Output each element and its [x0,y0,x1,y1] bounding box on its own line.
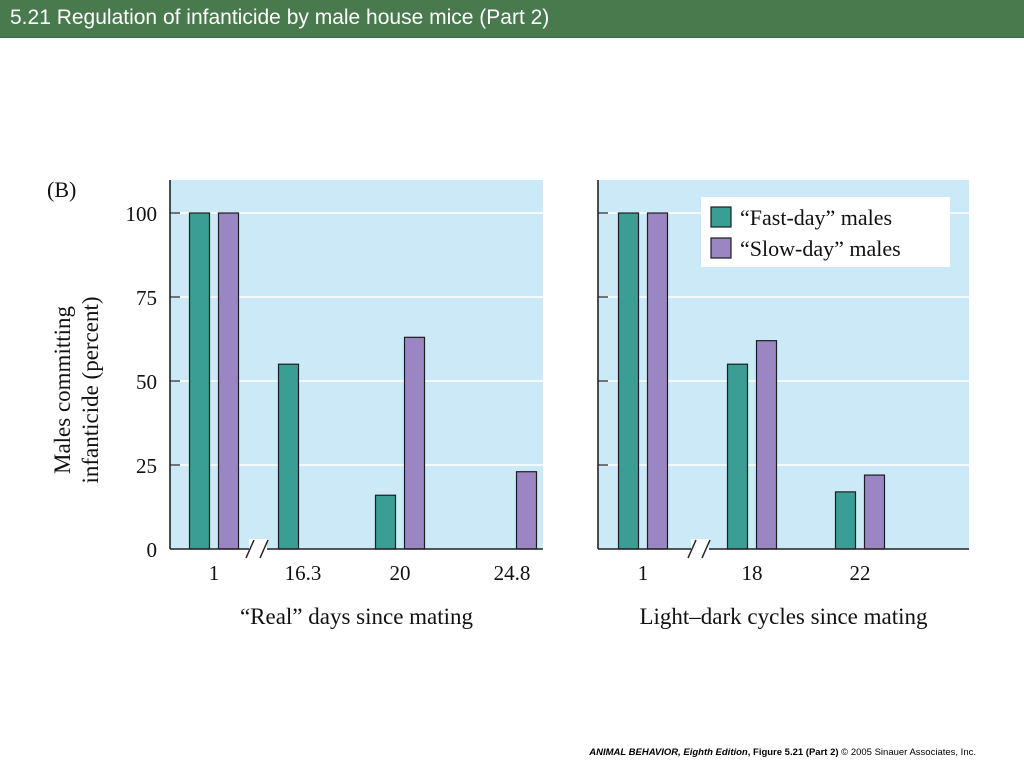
bar-fast-1-3 [374,494,397,550]
x-axis-label-2: Light–dark cycles since mating [639,604,928,629]
x-tick-label: 24.8 [494,561,531,585]
panel-label: (B) [47,177,76,202]
bar-fast-2-3 [834,491,857,550]
x-tick-label: 16.3 [285,561,322,585]
bar-fast-1-2 [277,363,300,550]
x-tick-label: 22 [850,561,871,585]
bar-fast-1-1 [188,212,211,550]
bar-slow-1-3 [403,336,426,550]
legend-box [701,197,950,267]
legend-swatch-fast [710,206,732,228]
axis-break-slash [259,539,269,559]
y-tick-label: 50 [136,370,157,394]
axis-break-slash [245,539,255,559]
bar-slow-2-3 [863,474,886,550]
footer-figure: , Figure 5.21 (Part 2) [747,747,839,758]
footer-book: ANIMAL BEHAVIOR, Eighth Edition [589,747,748,758]
y-tick-label: 75 [136,286,157,310]
bar-slow-1-1 [217,212,240,550]
figure-credit: ANIMAL BEHAVIOR, Eighth Edition, Figure … [589,747,976,758]
axis-break-slash [701,539,711,559]
y-tick-label: 100 [126,202,158,226]
x-axis-label-1: “Real” days since mating [240,604,474,629]
x-tick-label: 1 [638,561,649,585]
bar-slow-2-1 [646,212,669,550]
bar-slow-2-2 [755,340,778,550]
bar-fast-2-1 [617,212,640,550]
x-tick-label: 1 [209,561,220,585]
bar-fast-2-2 [726,363,749,550]
title-bar: 5.21 Regulation of infanticide by male h… [0,0,1024,38]
x-tick-label: 20 [390,561,411,585]
footer-copyright: © 2005 Sinauer Associates, Inc. [838,747,976,758]
y-tick-label: 25 [136,454,157,478]
legend-label-slow: “Slow-day” males [740,236,901,261]
y-axis-label-line-1: Males committing [50,306,75,475]
y-tick-label: 0 [147,538,158,562]
x-tick-label: 18 [742,561,763,585]
axis-break-slash [687,539,697,559]
bar-slow-1-4 [515,471,538,550]
legend-swatch-slow [710,237,732,259]
y-axis-label-line-2: infanticide (percent) [78,296,103,483]
legend-label-fast: “Fast-day” males [740,205,892,230]
slide-title: 5.21 Regulation of infanticide by male h… [10,6,550,29]
